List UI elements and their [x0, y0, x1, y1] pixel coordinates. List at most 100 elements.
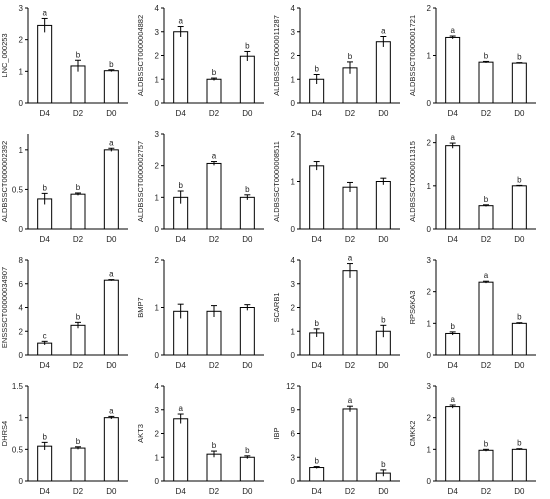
y-tick-label: 12	[286, 382, 295, 391]
y-tick-label: 0	[427, 225, 432, 234]
x-tick-label: D0	[378, 235, 389, 244]
y-tick-label: 1	[155, 453, 160, 462]
bar	[37, 24, 53, 104]
y-axis-label: AKT3	[136, 424, 145, 443]
x-tick-label: D2	[73, 109, 84, 118]
y-tick-label: 1	[427, 182, 432, 191]
y-tick-label: 3	[155, 406, 160, 415]
x-tick-label: D0	[514, 109, 525, 118]
y-tick-label: 0	[19, 351, 24, 360]
bar	[511, 62, 527, 104]
chart-panel: 0 0.5 1 1.5 DHRS4 b D4 b D2 a D0	[0, 382, 128, 496]
x-tick-label: D0	[242, 109, 253, 118]
x-tick-label: D2	[73, 487, 84, 496]
bar	[206, 310, 222, 356]
y-tick-label: 3	[291, 280, 296, 289]
y-axis-label: DHRS4	[0, 421, 9, 446]
y-axis-label: ENSSSCT00000034907	[0, 267, 9, 348]
x-tick-label: D2	[345, 235, 356, 244]
significance-letter: b	[245, 41, 250, 50]
significance-letter: a	[348, 254, 353, 263]
y-tick-label: 1	[427, 52, 432, 61]
x-tick-label: D2	[73, 361, 84, 370]
significance-letter: b	[517, 313, 522, 322]
chart-panel: 0 1 2 3 4 AKT3 a D4 b D2 b D0	[136, 382, 264, 496]
bar	[445, 406, 461, 482]
y-tick-label: 2	[427, 4, 432, 13]
chart-panel: 0 1 2 ALDBSSCT0000008511 D4 D2 D0	[272, 130, 400, 244]
y-tick-label: 4	[19, 304, 24, 313]
bar	[70, 447, 86, 482]
significance-letter: b	[314, 319, 319, 328]
x-tick-label: D2	[481, 109, 492, 118]
significance-letter: b	[76, 437, 81, 446]
significance-letter: b	[381, 460, 386, 469]
x-tick-label: D4	[40, 361, 51, 370]
significance-letter: b	[517, 439, 522, 448]
significance-letter: a	[109, 406, 114, 415]
bar	[375, 181, 391, 230]
significance-letter: a	[348, 396, 353, 405]
y-tick-label: 1	[19, 146, 24, 155]
significance-letter: a	[450, 395, 455, 404]
significance-letter: b	[517, 53, 522, 62]
bar	[206, 78, 222, 104]
y-tick-label: 0	[155, 225, 160, 234]
x-tick-label: D4	[176, 235, 187, 244]
x-tick-label: D4	[312, 109, 323, 118]
y-tick-label: 3	[291, 453, 296, 462]
significance-letter: b	[76, 183, 81, 192]
bar	[173, 31, 189, 104]
y-tick-label: 0	[291, 225, 296, 234]
x-tick-label: D2	[481, 235, 492, 244]
y-axis-label: IBP	[272, 427, 281, 439]
x-tick-label: D2	[209, 109, 220, 118]
significance-letter: a	[42, 8, 47, 17]
significance-letter: b	[484, 439, 489, 448]
x-tick-label: D4	[448, 487, 459, 496]
x-tick-label: D4	[176, 109, 187, 118]
x-tick-label: D0	[106, 235, 117, 244]
x-tick-label: D4	[312, 235, 323, 244]
chart-panel: 0 1 2 3 4 SCARB1 b D4 a D2 b D0	[272, 254, 400, 370]
x-tick-label: D4	[448, 109, 459, 118]
y-axis-label: ALDBSSCT0000011287	[272, 15, 281, 96]
bar	[239, 307, 255, 356]
bar	[173, 418, 189, 482]
bar	[239, 55, 255, 104]
significance-letter: b	[484, 51, 489, 60]
y-tick-label: 2	[19, 327, 24, 336]
chart-panel: 0 1 2 BMP7 D4 D2 D0	[136, 256, 264, 370]
y-tick-label: 9	[291, 406, 296, 415]
y-tick-label: 1	[427, 445, 432, 454]
y-tick-label: 0.5	[12, 185, 24, 194]
chart-panel: 0 1 2 3 ALDBSSCT0000002757 b D4 a D2 b D0	[136, 130, 264, 244]
chart-panel: 0 3 6 9 12 IBP b D4 a D2 b D0	[272, 382, 400, 496]
y-axis-label: CMKK2	[408, 421, 417, 447]
x-tick-label: D2	[345, 109, 356, 118]
y-axis-label: ALDBSSCT0000011315	[408, 141, 417, 222]
significance-letter: a	[178, 404, 183, 413]
bar	[445, 145, 461, 230]
y-tick-label: 0	[291, 477, 296, 486]
y-tick-label: 2	[291, 52, 296, 61]
bar	[511, 322, 527, 356]
significance-letter: b	[450, 322, 455, 331]
y-tick-label: 1	[19, 414, 24, 423]
y-axis-label: BMP7	[136, 297, 145, 317]
significance-letter: b	[76, 50, 81, 59]
y-tick-label: 0	[19, 99, 24, 108]
bar	[103, 149, 119, 230]
y-tick-label: 1.5	[12, 382, 24, 391]
x-tick-label: D4	[312, 361, 323, 370]
y-tick-label: 2	[427, 139, 432, 148]
y-axis-label: ALDBSSCT0000001721	[408, 15, 417, 96]
y-axis-label: LNC_000253	[0, 33, 9, 77]
bar	[103, 70, 119, 104]
x-tick-label: D0	[514, 487, 525, 496]
significance-letter: a	[381, 27, 386, 36]
y-tick-label: 1	[155, 304, 160, 313]
x-tick-label: D0	[378, 361, 389, 370]
x-tick-label: D0	[106, 361, 117, 370]
y-tick-label: 0	[19, 477, 24, 486]
